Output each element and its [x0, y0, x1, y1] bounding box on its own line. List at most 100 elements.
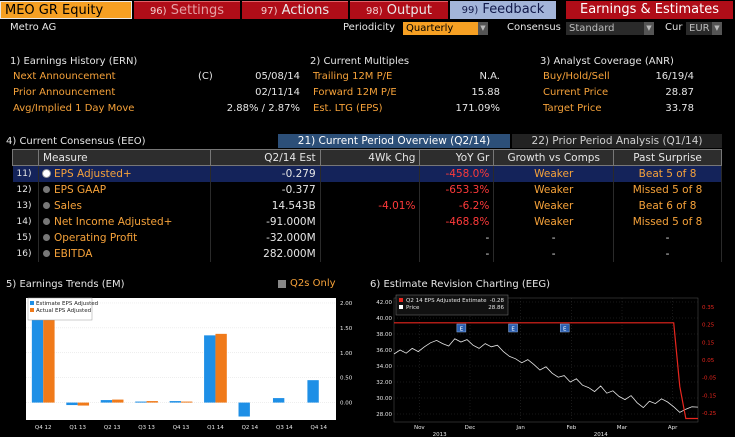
row-yoy-gr: - [419, 229, 495, 246]
bar-xtick-label: Q4 14 [310, 425, 327, 431]
line-ytick-right: 0.15 [702, 340, 715, 346]
price-series-line [393, 338, 699, 413]
row-index: 16) [12, 245, 39, 262]
earnings-trends-chart: 2.00 1.50 1.00 0.50 0.00 Q4 12 Q1 13 Q2 13 Q3 13… [26, 297, 353, 431]
row-4wk-chg [320, 245, 421, 262]
row-measure[interactable]: Sales [38, 197, 211, 214]
consensus-select[interactable]: Standard [566, 22, 644, 35]
current-price-label: Current Price [543, 87, 609, 98]
periodicity-dropdown-icon[interactable]: ▼ [478, 22, 488, 35]
ticker-field[interactable]: MEO GR Equity [0, 1, 132, 19]
radio-icon[interactable] [42, 234, 50, 241]
table-row[interactable]: 13) Sales 14.543B -4.01% -6.2% Weaker Be… [12, 197, 722, 214]
header-measure[interactable]: Measure [37, 149, 211, 166]
q2s-only-label: Q2s Only [290, 278, 336, 289]
line-xtick-label: Nov [414, 425, 425, 431]
actions-button[interactable]: 97) Actions [242, 1, 348, 19]
actions-num: 97) [260, 6, 278, 17]
row-yoy-gr: -6.2% [419, 197, 495, 214]
bar [181, 401, 193, 403]
bar-xtick-label: Q3 14 [276, 425, 293, 431]
bar [204, 335, 216, 403]
est-ltg-value: 171.09% [455, 103, 501, 114]
bar-xtick-label: Q4 12 [35, 425, 52, 431]
bar [272, 398, 285, 403]
radio-icon[interactable] [42, 250, 50, 257]
row-4wk-chg: -4.01% [320, 197, 421, 214]
bar-ytick-label: 0.00 [340, 401, 353, 407]
bar-ytick-label: 0.50 [340, 376, 353, 382]
earnings-event-marker[interactable] [559, 323, 570, 333]
legend-est-value: -0.28 [490, 298, 505, 304]
tab-current-period[interactable]: 21) Current Period Overview (Q2/14) [278, 134, 510, 148]
header-past-surprise[interactable]: Past Surprise [613, 149, 722, 166]
radio-icon[interactable] [42, 186, 50, 193]
measure-label: Sales [53, 199, 82, 212]
bar-ytick-label: 2.00 [340, 301, 353, 307]
bar-xtick-label: Q2 14 [242, 425, 259, 431]
measure-label: EBITDA [53, 247, 93, 260]
bar-xtick-label: Q2 13 [104, 425, 121, 431]
tab-prior-period[interactable]: 22) Prior Period Analysis (Q1/14) [512, 134, 722, 148]
row-index: 13) [12, 197, 39, 214]
bar [146, 401, 158, 403]
row-measure[interactable]: EBITDA [38, 245, 211, 262]
row-measure[interactable]: EPS GAAP [38, 181, 211, 198]
row-measure[interactable]: EPS Adjusted+ [38, 165, 211, 182]
bar [100, 400, 113, 403]
settings-button[interactable]: 96) Settings [134, 1, 240, 19]
earnings-event-marker[interactable] [508, 323, 518, 333]
bar-chart-bars [31, 300, 319, 417]
header-estimate[interactable]: Q2/14 Est [209, 149, 321, 166]
row-growth-vs-comps: - [493, 229, 615, 246]
row-growth-vs-comps: Weaker [493, 213, 615, 230]
q2s-only-checkbox[interactable] [278, 280, 286, 288]
header-growth-vs-comps[interactable]: Growth vs Comps [493, 149, 615, 166]
feedback-label: Feedback [482, 2, 545, 17]
periodicity-select[interactable]: Quarterly [403, 22, 478, 35]
radio-icon[interactable] [42, 218, 50, 225]
table-row[interactable]: 12) EPS GAAP -0.377 -653.3% Weaker Misse… [12, 181, 722, 198]
line-ytick-left: 38.00 [376, 332, 392, 338]
radio-selected-icon[interactable] [42, 170, 50, 178]
row-estimate: -91.000M [210, 213, 321, 230]
table-row[interactable]: 11) EPS Adjusted+ -0.279 -458.0% Weaker … [12, 165, 722, 182]
buy-hold-sell-label: Buy/Hold/Sell [543, 71, 610, 82]
table-row[interactable]: 14) Net Income Adjusted+ -91.000M -468.8… [12, 213, 722, 230]
feedback-button[interactable]: 99) Feedback [450, 1, 556, 19]
current-consensus-title[interactable]: 4) Current Consensus (EEO) [6, 136, 146, 147]
analyst-coverage-title[interactable]: 3) Analyst Coverage (ANR) [540, 56, 674, 67]
current-multiples-title: 2) Current Multiples [310, 56, 410, 67]
radio-icon[interactable] [42, 202, 50, 209]
header-4wk-chg[interactable]: 4Wk Chg [319, 149, 421, 166]
earnings-trends-title[interactable]: 5) Earnings Trends (EM) [6, 279, 125, 290]
table-row[interactable]: 16) EBITDA 282.000M - - - [12, 245, 722, 262]
line-xtick-label: Dec [465, 425, 476, 431]
row-yoy-gr: -468.8% [419, 213, 495, 230]
earnings-event-marker[interactable] [456, 323, 467, 333]
feedback-num: 99) [461, 5, 479, 16]
header-yoy-gr[interactable]: YoY Gr [419, 149, 495, 166]
row-measure[interactable]: Operating Profit [38, 229, 211, 246]
consensus-dropdown-icon[interactable]: ▼ [644, 22, 654, 35]
next-announcement-prefix: (C) [198, 71, 213, 82]
earnings-history-title[interactable]: 1) Earnings History (ERN) [10, 56, 138, 67]
row-4wk-chg [320, 181, 421, 198]
output-button[interactable]: 98) Output [350, 1, 448, 19]
row-past-surprise: Missed 5 of 8 [613, 181, 722, 198]
row-past-surprise: Missed 5 of 8 [613, 213, 722, 230]
line-xtick-label: Feb [566, 425, 576, 431]
actions-label: Actions [281, 3, 330, 18]
row-past-surprise: - [613, 245, 722, 262]
row-estimate: 282.000M [210, 245, 321, 262]
legend-actual-swatch [30, 308, 34, 312]
consensus-table: Measure Q2/14 Est 4Wk Chg YoY Gr Growth … [12, 149, 722, 262]
currency-select[interactable]: EUR [686, 22, 712, 35]
measure-label: Net Income Adjusted+ [53, 215, 173, 228]
avg-move-label: Avg/Implied 1 Day Move [13, 103, 135, 114]
event-marker-label: E [511, 327, 515, 333]
estimate-revision-title[interactable]: 6) Estimate Revision Charting (EEG) [370, 279, 551, 290]
currency-dropdown-icon[interactable]: ▼ [712, 22, 722, 35]
row-measure[interactable]: Net Income Adjusted+ [38, 213, 211, 230]
table-row[interactable]: 15) Operating Profit -32.000M - - - [12, 229, 722, 246]
